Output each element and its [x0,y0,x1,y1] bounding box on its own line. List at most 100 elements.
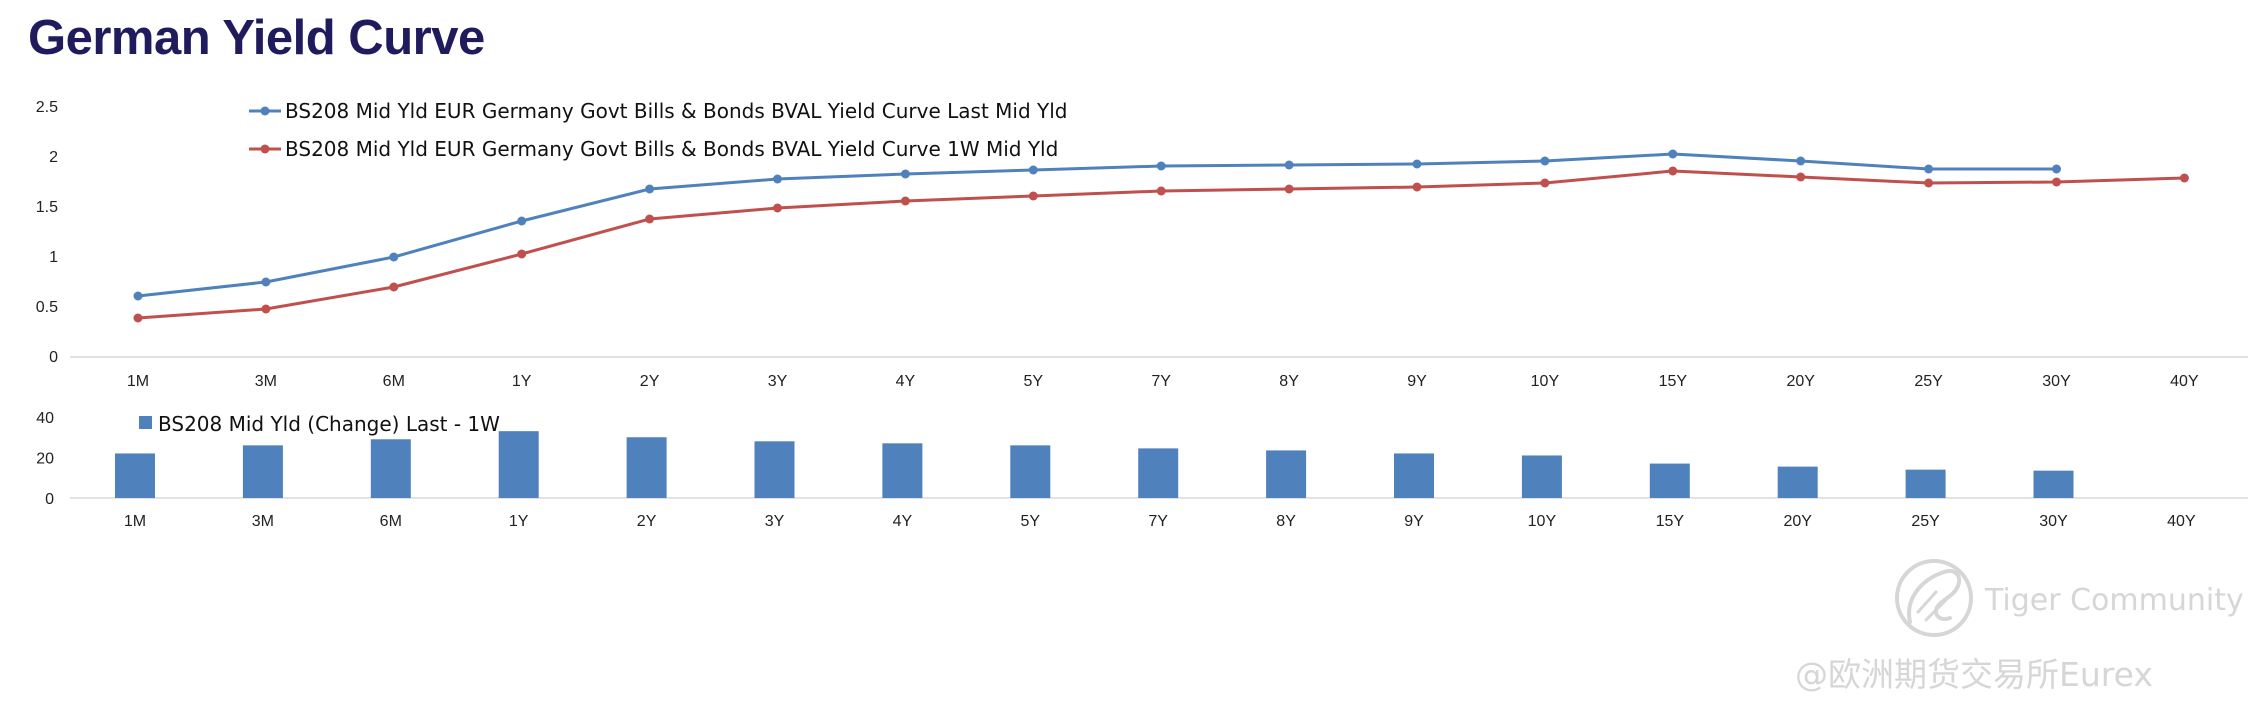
page-title: German Yield Curve [28,11,485,65]
point-last-6m [389,252,399,262]
line-x-tick-8y: 8Y [1279,373,1299,390]
line-x-tick-1y: 1Y [512,373,532,390]
bar-x-tick-4y: 4Y [893,513,913,530]
line-chart-y-ticks: 0 0.5 1 1.5 2 2.5 [36,99,58,366]
line-x-tick-20y: 20Y [1786,373,1815,390]
legend-label-change: BS208 Mid Yld (Change) Last - 1W [158,412,500,436]
bar-1y [498,431,539,498]
point-1w-40y [2179,173,2189,183]
point-last-20y [1796,156,1806,166]
bar-x-tick-6m: 6M [380,513,402,530]
legend-marker-last [260,106,270,116]
line-x-tick-4y: 4Y [896,373,916,390]
bar-x-tick-2y: 2Y [637,513,657,530]
watermark: Tiger Community @欧洲期货交易所Eurex [1795,559,2244,694]
bar-4y [882,443,923,498]
line-chart-legend: BS208 Mid Yld EUR Germany Govt Bills & B… [249,99,1067,161]
point-last-3y [773,174,782,184]
line-y-tick-2-5: 2.5 [36,99,58,116]
bar-x-tick-15y: 15Y [1656,513,1685,530]
line-x-tick-7y: 7Y [1151,373,1171,390]
point-last-1y [517,216,527,226]
bar-x-tick-25y: 25Y [1911,513,1940,530]
point-last-4y [900,169,910,179]
point-1w-7y [1156,186,1166,196]
bar-x-tick-20y: 20Y [1783,513,1812,530]
bar-x-tick-3m: 3M [252,513,274,530]
legend-label-1w: BS208 Mid Yld EUR Germany Govt Bills & B… [285,137,1058,161]
line-y-tick-0-5: 0.5 [36,299,58,316]
bar-x-tick-30y: 30Y [2039,513,2068,530]
legend-marker-1w [260,144,270,154]
line-y-tick-2: 2 [49,149,58,166]
line-x-tick-15y: 15Y [1659,373,1688,390]
point-1w-25y [1924,178,1934,188]
legend-item-last: BS208 Mid Yld EUR Germany Govt Bills & B… [249,99,1067,123]
bar-3y [754,441,795,498]
legend-item-1w: BS208 Mid Yld EUR Germany Govt Bills & B… [249,137,1058,161]
line-chart-x-ticks: 1M 3M 6M 1Y 2Y 3Y 4Y 5Y 7Y 8Y 9Y 10Y 15Y 20Y 25Y 30Y 40Y [127,373,2199,390]
bar-7y [1138,448,1179,498]
line-x-tick-25y: 25Y [1914,373,1943,390]
point-last-8y [1284,160,1294,170]
point-last-10y [1540,156,1550,166]
bar-x-tick-3y: 3Y [765,513,785,530]
line-y-tick-1-5: 1.5 [36,199,58,216]
point-last-15y [1668,149,1678,159]
bar-y-tick-0: 0 [45,491,54,508]
bar-chart-x-ticks: 1M 3M 6M 1Y 2Y 3Y 4Y 5Y 7Y 8Y 9Y 10Y 15Y 20Y 25Y 30Y 40Y [124,513,2196,530]
point-last-1m [133,291,143,301]
bar-8y [1266,450,1307,498]
line-x-tick-3y: 3Y [768,373,788,390]
point-1w-2y [645,214,655,224]
bar-y-tick-20: 20 [36,451,54,468]
bar-x-tick-5y: 5Y [1021,513,1041,530]
line-x-tick-9y: 9Y [1407,373,1427,390]
line-y-tick-1: 1 [49,249,58,266]
line-x-tick-6m: 6M [383,373,405,390]
point-1w-8y [1284,184,1294,194]
point-1w-15y [1668,166,1678,176]
bar-10y [1521,455,1562,498]
point-1w-5y [1028,191,1038,201]
bar-5y [1010,445,1051,498]
point-1w-4y [900,196,910,206]
bar-3m [242,445,283,498]
bar-9y [1394,453,1434,498]
line-x-tick-5y: 5Y [1024,373,1044,390]
bar-x-tick-1m: 1M [124,513,146,530]
point-last-7y [1156,161,1166,171]
bar-30y [2033,470,2074,498]
legend-label-last: BS208 Mid Yld EUR Germany Govt Bills & B… [285,99,1067,123]
point-last-5y [1028,165,1038,175]
bar-2y [626,437,667,498]
bar-6m [370,439,411,498]
bar-x-tick-10y: 10Y [1528,513,1557,530]
line-x-tick-40y: 40Y [2170,373,2199,390]
bar-chart-legend: BS208 Mid Yld (Change) Last - 1W [139,412,500,436]
point-last-3m [261,277,271,287]
watermark-handle: @欧洲期货交易所Eurex [1795,655,2153,694]
point-1w-3y [773,203,782,213]
point-last-25y [1924,164,1934,174]
series-line-last [137,152,2057,298]
bar-chart-y-ticks: 0 20 40 [36,410,54,508]
point-1w-1y [517,249,527,259]
bar-20y [1777,466,1818,498]
line-x-tick-30y: 30Y [2042,373,2071,390]
point-1w-20y [1796,172,1806,182]
line-chart-series [133,149,2189,323]
bar-chart: 0 20 40 1M 3M 6M 1Y 2Y 3Y 4Y 5Y 7Y 8Y 9Y 10Y 15Y 20Y 25Y… [36,410,2248,530]
watermark-brand: Tiger Community [1984,583,2244,618]
bar-25y [1905,469,1946,498]
bar-y-tick-40: 40 [36,410,54,427]
point-last-30y [2052,164,2061,174]
point-1w-6m [389,282,399,292]
bar-1m [115,453,155,498]
line-x-tick-1m: 1M [127,373,149,390]
point-last-2y [645,184,655,194]
line-x-tick-3m: 3M [255,373,277,390]
line-y-tick-0: 0 [49,349,58,366]
legend-swatch-change [139,416,152,429]
